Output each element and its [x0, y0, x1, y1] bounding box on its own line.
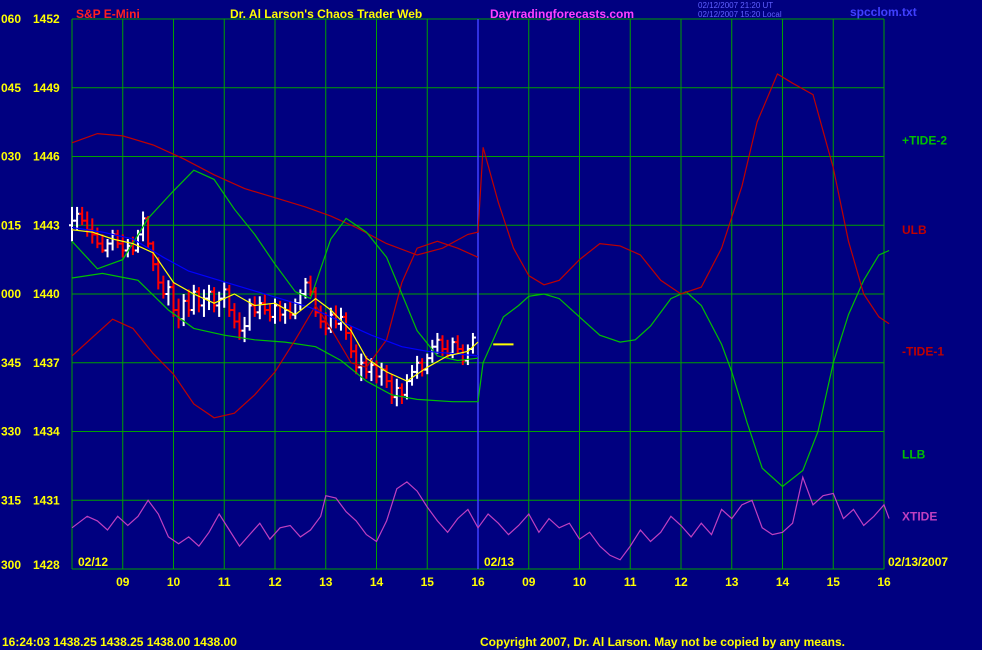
site-link[interactable]: Daytradingforecasts.com: [490, 7, 634, 21]
series-label: +TIDE-2: [902, 133, 947, 147]
y-tick-label-left: 315: [1, 493, 21, 507]
x-tick-label: 16: [471, 575, 485, 589]
y-tick-label-right: 1440: [33, 287, 60, 301]
series-line-tide-1: [71, 240, 479, 419]
series-line-avg: [71, 226, 479, 357]
x-tick-label: 09: [522, 575, 536, 589]
date-label-day2: 02/13: [484, 555, 514, 569]
y-tick-label-left: 330: [1, 425, 21, 439]
source-file: spcclom.txt: [850, 5, 917, 19]
series-line-llb: [71, 169, 479, 362]
series-label: LLB: [902, 447, 926, 461]
y-tick-label-right: 1434: [33, 425, 60, 439]
x-tick-label: 09: [116, 575, 130, 589]
instrument-title: S&P E-Mini: [76, 7, 140, 21]
date-label-end: 02/13/2007: [888, 555, 948, 569]
y-tick-label-right: 1428: [33, 558, 60, 572]
date-label-day1: 02/12: [78, 555, 108, 569]
series-label: ULB: [902, 223, 927, 237]
y-tick-label-right: 1452: [33, 12, 60, 26]
x-tick-label: 14: [776, 575, 790, 589]
y-tick-label-right: 1431: [33, 493, 60, 507]
chart-title: Dr. Al Larson's Chaos Trader Web: [230, 7, 422, 21]
y-tick-label-right: 1449: [33, 81, 60, 95]
x-tick-label: 11: [624, 575, 637, 589]
series-label: -TIDE-1: [902, 344, 944, 358]
series-labels: +TIDE-2 ULB -TIDE-1 LLB XTIDE: [902, 133, 947, 523]
axis-ticks: 060 1452 045 1449 030 1446 015 1443 000 1440 345 14…: [1, 12, 891, 589]
series-line-yellow: [71, 229, 479, 382]
x-tick-label: 11: [218, 575, 231, 589]
y-tick-label-right: 1437: [33, 356, 60, 370]
y-tick-label-left: 000: [1, 287, 21, 301]
x-tick-label: 16: [877, 575, 891, 589]
x-tick-label: 10: [573, 575, 587, 589]
y-tick-label-right: 1443: [33, 218, 60, 232]
series-label: XTIDE: [902, 509, 937, 523]
series-line-tide-2: [71, 249, 890, 488]
y-tick-label-left: 015: [1, 218, 21, 232]
x-tick-label: 10: [167, 575, 181, 589]
quote-readout: 16:24:03 1438.25 1438.25 1438.00 1438.00: [2, 635, 237, 649]
x-tick-label: 14: [370, 575, 384, 589]
x-tick-label: 13: [319, 575, 333, 589]
y-tick-label-left: 345: [1, 356, 21, 370]
copyright-notice: Copyright 2007, Dr. Al Larson. May not b…: [480, 635, 845, 649]
x-tick-label: 12: [268, 575, 282, 589]
series-lines: [71, 73, 890, 561]
x-tick-label: 13: [725, 575, 739, 589]
y-tick-label-right: 1446: [33, 150, 60, 164]
series-line-ulb: [71, 73, 890, 325]
x-tick-label: 15: [421, 575, 435, 589]
y-tick-label-left: 300: [1, 558, 21, 572]
x-tick-label: 12: [674, 575, 688, 589]
y-tick-label-left: 030: [1, 150, 21, 164]
y-tick-label-left: 060: [1, 12, 21, 26]
timestamp-ut: 02/12/2007 21:20 UT: [698, 1, 773, 10]
timestamp-local: 02/12/2007 15:20 Local: [698, 10, 782, 19]
series-line-xtide: [71, 475, 890, 561]
y-tick-label-left: 045: [1, 81, 21, 95]
x-tick-label: 15: [827, 575, 841, 589]
